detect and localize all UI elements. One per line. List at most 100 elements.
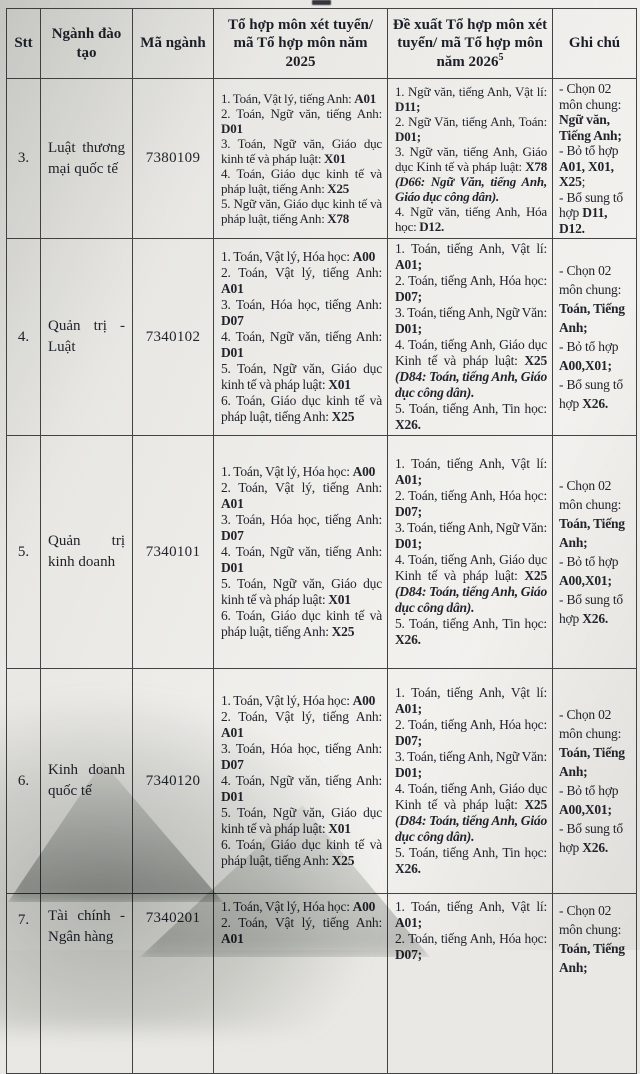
cell-major-code: 7340101 (132, 435, 214, 669)
col-header-stt-label: Stt (14, 35, 33, 52)
combo-item-2025: 1. Toán, Vật lý, Hóa học: A00 (221, 899, 376, 914)
combo-item-2026: 2. Toán, tiếng Anh, Hóa học: D07; (395, 488, 547, 519)
col-header-notes: Ghi chú (552, 8, 637, 79)
table-row: 4. Quản trị - Luật 7340102 1. Toán, Vật lý,… (6, 238, 637, 436)
combo-item-2026: 5. Toán, tiếng Anh, Tin học: X26. (395, 401, 547, 432)
col-header-combos-2026-label: Đề xuất Tổ hợp môn xét tuyển/ mã Tổ hợp … (392, 16, 548, 71)
cut-off-text-mark (312, 0, 331, 5)
combo-item-2025: 3. Toán, Ngữ văn, Giáo dục kinh tế và ph… (221, 136, 382, 166)
cell-combos-2026: 1. Toán, tiếng Anh, Vật lí: A01; 2. Toán,… (387, 435, 553, 669)
combo-item-2026: 1. Ngữ văn, tiếng Anh, Vật lí: D11; (395, 83, 547, 114)
cell-major-name: Luật thương mại quốc tế (40, 78, 133, 239)
note-line: - Chọn 02 môn chung: Toán, Tiếng Anh; (559, 903, 625, 975)
cell-combos-2026: 1. Toán, tiếng Anh, Vật lí: A01; 2. Toán,… (387, 238, 553, 436)
combo-item-2026: 5. Toán, tiếng Anh, Tin học: X26. (395, 616, 547, 647)
combo-item-2026: 2. Toán, tiếng Anh, Hóa học: D07; (395, 717, 547, 748)
combo-item-2025: 2. Toán, Vật lý, tiếng Anh: A01 (221, 265, 382, 296)
cell-stt: 6. (6, 668, 41, 894)
cell-major-name: Tài chính - Ngân hàng (40, 893, 133, 1074)
combo-item-2026: 3. Toán, tiếng Anh, Ngữ Văn: D01; (395, 520, 548, 551)
cell-stt: 7. (6, 893, 41, 1074)
cell-combos-2025: 1. Toán, Vật lý, Hóa học: A00 2. Toán, Vậ… (213, 435, 388, 669)
table-row: 7. Tài chính - Ngân hàng 7340201 1. Toán, V… (6, 893, 637, 1074)
cell-notes: - Chọn 02 môn chung: Toán, Tiếng Anh; - B… (552, 238, 637, 436)
combo-item-2025: 4. Toán, Ngữ văn, tiếng Anh: D01 (221, 773, 382, 804)
combo-item-2026: 1. Toán, tiếng Anh, Vật lí: A01; (395, 899, 547, 930)
combo-item-2026: 4. Toán, tiếng Anh, Giáo dục Kinh tế và … (395, 552, 547, 615)
table-row: 6. Kinh doanh quốc tế 7340120 1. Toán, Vật … (6, 668, 637, 894)
note-line: - Bổ sung tổ hợp D11, D12. (559, 189, 623, 236)
combo-item-2026: 4. Toán, tiếng Anh, Giáo dục Kinh tế và … (395, 781, 547, 844)
cell-major-code: 7340201 (132, 893, 214, 1074)
cell-notes: - Chọn 02 môn chung: Toán, Tiếng Anh; - B… (552, 668, 637, 894)
combo-item-2026: 2. Ngữ Văn, tiếng Anh, Toán: D01; (395, 113, 547, 144)
note-line: - Chọn 02 môn chung: Ngữ văn, Tiếng Anh; (559, 81, 622, 143)
combo-item-2026: 4. Ngữ văn, tiếng Anh, Hóa học: D12. (395, 203, 547, 234)
combo-item-2025: 3. Toán, Hóa học, tiếng Anh: D07 (221, 297, 382, 328)
combo-item-2025: 6. Toán, Giáo dục kinh tế và pháp luật, … (221, 393, 382, 424)
cell-combos-2026: 1. Toán, tiếng Anh, Vật lí: A01; 2. Toán,… (387, 893, 553, 1074)
table-row: 5. Quản trị kinh doanh 7340101 1. Toán, Vật… (6, 435, 637, 669)
combo-item-2025: 1. Toán, Vật lý, Hóa học: A00 (221, 464, 376, 479)
combo-item-2025: 2. Toán, Vật lý, tiếng Anh: A01 (221, 480, 382, 511)
combo-item-2025: 3. Toán, Hóa học, tiếng Anh: D07 (221, 512, 382, 543)
col-header-notes-label: Ghi chú (568, 35, 621, 52)
col-header-major: Ngành đào tạo (40, 8, 133, 79)
combo-item-2025: 1. Toán, Vật lý, Hóa học: A00 (221, 249, 376, 264)
cell-combos-2025: 1. Toán, Vật lý, Hóa học: A00 2. Toán, Vậ… (213, 238, 388, 436)
note-line: - Bỏ tổ hợp A00,X01; (559, 554, 619, 588)
cell-combos-2026: 1. Ngữ văn, tiếng Anh, Vật lí: D11; 2. Ng… (387, 78, 553, 239)
cell-stt: 5. (6, 435, 41, 669)
combo-item-2025: 4. Toán, Ngữ văn, tiếng Anh: D01 (221, 544, 382, 575)
admission-combos-table: Stt Ngành đào tạo Mã ngành Tổ hợp môn xé… (6, 8, 637, 1074)
col-header-major-label: Ngành đào tạo (51, 26, 122, 61)
note-line: - Bỏ tổ hợp A00,X01; (559, 339, 619, 373)
cell-major-code: 7340120 (132, 668, 214, 894)
combo-item-2025: 2. Toán, Ngữ văn, tiếng Anh: D01 (221, 106, 382, 136)
combo-item-2026: 4. Toán, tiếng Anh, Giáo dục Kinh tế và … (395, 337, 547, 400)
cell-major-name: Kinh doanh quốc tế (40, 668, 133, 894)
col-header-code-label: Mã ngành (140, 35, 206, 52)
col-header-combos-2025: Tổ hợp môn xét tuyển/ mã Tổ hợp môn năm … (213, 8, 388, 79)
col-header-combos-2026: Đề xuất Tổ hợp môn xét tuyển/ mã Tổ hợp … (387, 8, 553, 79)
combo-item-2026: 5. Toán, tiếng Anh, Tin học: X26. (395, 845, 547, 876)
cell-major-code: 7340102 (132, 238, 214, 436)
cell-stt: 3. (6, 78, 41, 239)
note-line: - Bổ sung tổ hợp X26. (559, 592, 623, 626)
combo-item-2025: 6. Toán, Giáo dục kinh tế và pháp luật, … (221, 837, 382, 868)
combo-item-2026: 2. Toán, tiếng Anh, Hóa học: D07; (395, 273, 547, 304)
combo-item-2025: 1. Toán, Vật lý, Hóa học: A00 (221, 693, 376, 708)
table-row: 3. Luật thương mại quốc tế 7380109 1. Toán,… (6, 78, 637, 239)
note-line: - Bỏ tổ hợp A00,X01; (559, 783, 619, 817)
note-line: - Chọn 02 môn chung: Toán, Tiếng Anh; (559, 707, 625, 779)
cell-major-code: 7380109 (132, 78, 214, 239)
combo-item-2026: 3. Ngữ văn, tiếng Anh, Giáo dục Kinh tế … (395, 143, 547, 204)
cell-combos-2025: 1. Toán, Vật lý, Hóa học: A00 2. Toán, Vậ… (213, 668, 388, 894)
combo-item-2025: 4. Toán, Ngữ văn, tiếng Anh: D01 (221, 329, 382, 360)
note-line: - Chọn 02 môn chung: Toán, Tiếng Anh; (559, 478, 625, 550)
combo-item-2026: 3. Toán, tiếng Anh, Ngữ Văn: D01; (395, 305, 548, 336)
combo-item-2026: 1. Toán, tiếng Anh, Vật lí: A01; (395, 241, 547, 272)
combo-item-2025: 5. Toán, Ngữ văn, Giáo dục kinh tế và ph… (221, 361, 382, 392)
combo-item-2025: 5. Toán, Ngữ văn, Giáo dục kinh tế và ph… (221, 576, 382, 607)
table-header-row: Stt Ngành đào tạo Mã ngành Tổ hợp môn xé… (6, 8, 637, 79)
combo-item-2025: 5. Toán, Ngữ văn, Giáo dục kinh tế và ph… (221, 805, 382, 836)
note-line: - Bổ sung tổ hợp X26. (559, 821, 623, 855)
note-line: - Chọn 02 môn chung: Toán, Tiếng Anh; (559, 263, 625, 335)
footnote-marker: 5 (498, 52, 504, 64)
combo-item-2025: 6. Toán, Giáo dục kinh tế và pháp luật, … (221, 608, 382, 639)
combo-item-2025: 2. Toán, Vật lý, tiếng Anh: A01 (221, 709, 382, 740)
cell-combos-2025: 1. Toán, Vật lý, tiếng Anh: A01 2. Toán, … (213, 78, 388, 239)
note-line: - Bổ sung tổ hợp X26. (559, 377, 623, 411)
combo-item-2026: 1. Toán, tiếng Anh, Vật lí: A01; (395, 685, 547, 716)
combo-item-2025: 1. Toán, Vật lý, tiếng Anh: A01 (221, 91, 377, 106)
combo-item-2025: 5. Ngữ văn, Giáo dục kinh tế và pháp luậ… (221, 196, 382, 226)
cell-notes: - Chọn 02 môn chung: Toán, Tiếng Anh; - B… (552, 435, 637, 669)
combo-item-2025: 2. Toán, Vật lý, tiếng Anh: A01 (221, 915, 382, 946)
combo-item-2025: 4. Toán, Giáo dục kinh tế và pháp luật, … (221, 166, 382, 196)
combo-item-2026: 2. Toán, tiếng Anh, Hóa học: D07; (395, 931, 547, 962)
col-header-stt: Stt (6, 8, 41, 79)
combo-item-2026: 1. Toán, tiếng Anh, Vật lí: A01; (395, 456, 547, 487)
note-line: - Bỏ tổ hợp A01, X01, X25; (559, 143, 619, 189)
cell-combos-2025: 1. Toán, Vật lý, Hóa học: A00 2. Toán, Vậ… (213, 893, 388, 1074)
